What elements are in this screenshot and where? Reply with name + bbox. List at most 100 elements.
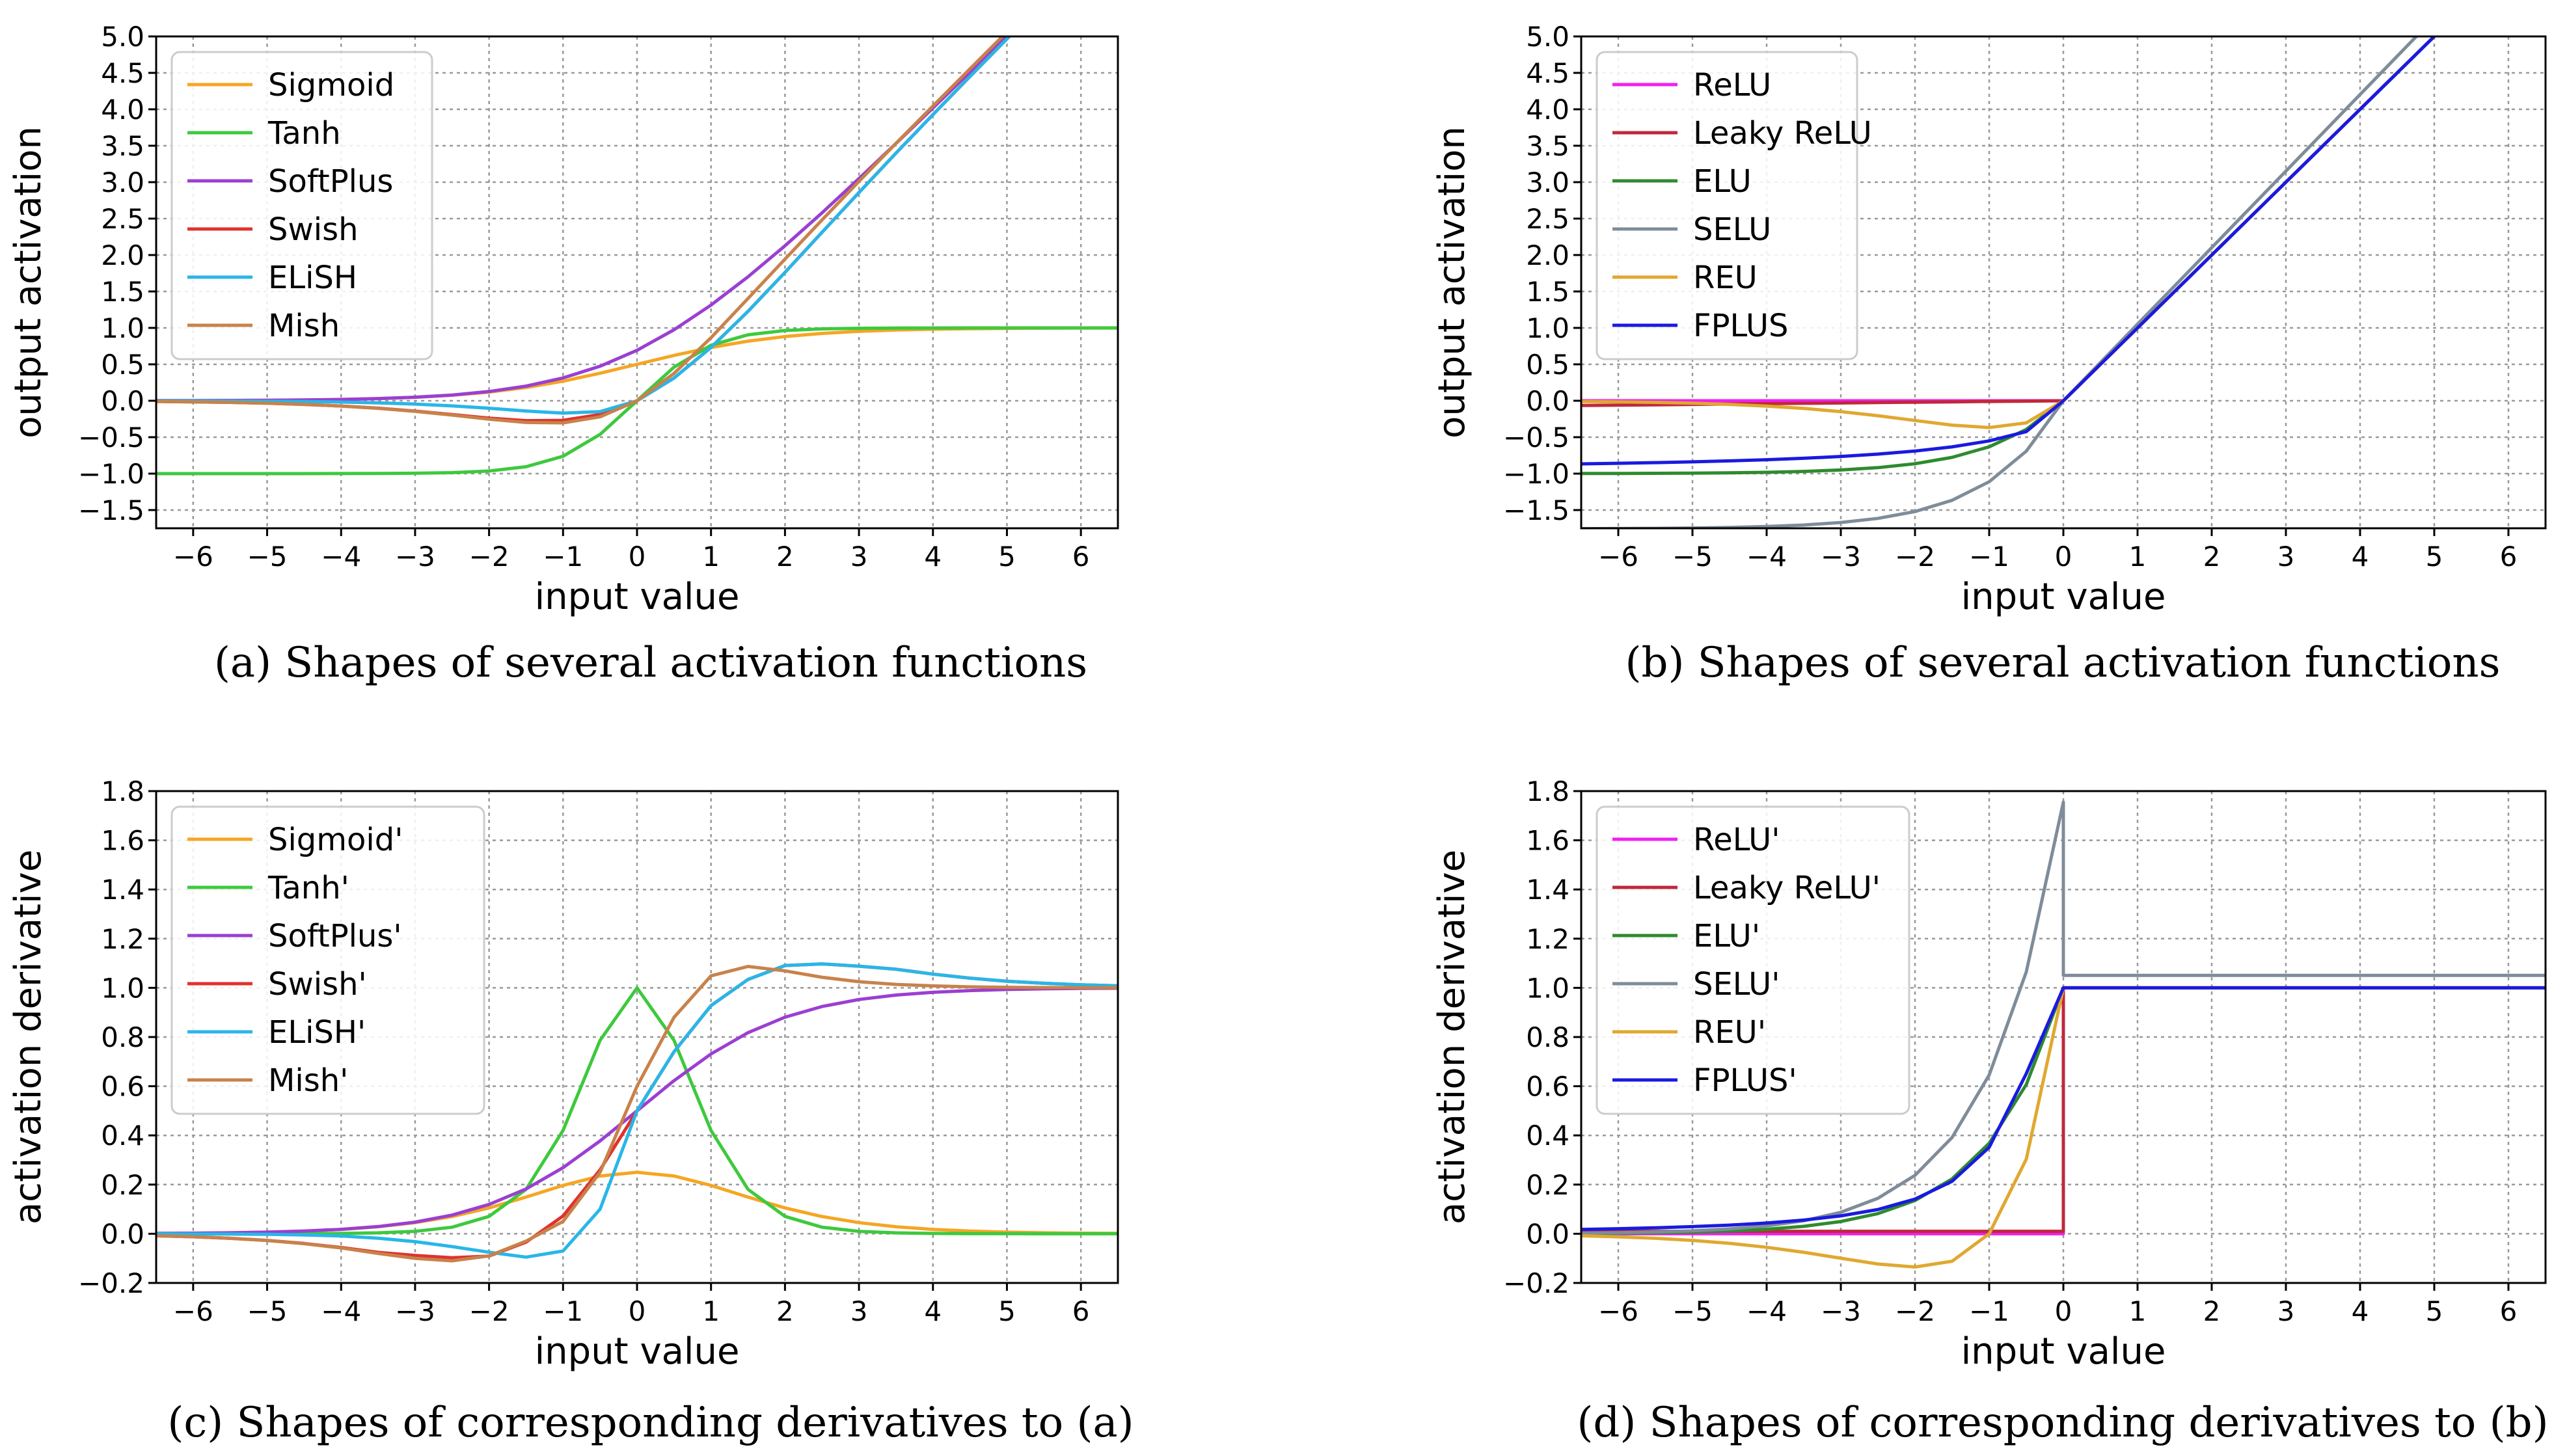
chart-b-xtick-label: 3 [2277, 541, 2295, 573]
chart-b-legend-box [1596, 51, 1858, 360]
chart-d-ytick-label: 0.2 [1526, 1169, 1569, 1201]
chart-d-xtick-label: 5 [2426, 1295, 2443, 1327]
chart-c-xtick-label: −3 [395, 1295, 435, 1327]
chart-a-series-line-5 [156, 36, 1005, 425]
chart-c-legend-label: Tanh' [267, 870, 349, 906]
chart-d-xtick-label: −3 [1821, 1295, 1861, 1327]
chart-b-ytick-label: 3.5 [1526, 130, 1569, 162]
chart-d-ytick-label: 1.4 [1526, 874, 1569, 906]
chart-d-ytick-label: 1.6 [1526, 825, 1569, 857]
chart-a-legend-box [170, 51, 433, 360]
chart-b-ytick-label: 1.5 [1526, 276, 1569, 308]
chart-b-x-axis-label: input value [1961, 576, 2166, 618]
chart-c-xtick-label: −5 [247, 1295, 288, 1327]
chart-d-caption: (d) Shapes of corresponding derivatives … [1577, 1399, 2548, 1447]
chart-c-legend-label: ELiSH' [268, 1014, 366, 1051]
chart-d-xtick-label: −2 [1895, 1295, 1935, 1327]
chart-c-caption: (c) Shapes of corresponding derivatives … [167, 1399, 1134, 1447]
chart-a-series-line-2 [156, 36, 1009, 403]
chart-b-legend-label: ELU [1693, 163, 1752, 200]
chart-a-xtick-label: 5 [998, 541, 1016, 573]
chart-c-series-lines [156, 962, 1118, 1263]
chart-c-legend-label: Mish' [268, 1062, 348, 1099]
chart-c-xtick-label: 0 [629, 1295, 646, 1327]
chart-b-xtick-label: −3 [1821, 541, 1861, 573]
chart-a-legend: Sigmoid Tanh SoftPlus Swish ELiSH Mish [170, 51, 433, 360]
chart-a-xtick-label: 1 [702, 541, 720, 573]
chart-d-xtick-label: −6 [1598, 1295, 1638, 1327]
chart-c-ytick-label: −0.2 [78, 1267, 144, 1299]
chart-c-ytick-label: 0.0 [101, 1218, 144, 1250]
chart-c-y-axis-label: activation derivative [7, 850, 49, 1224]
chart-b-legend-label: ReLU [1693, 67, 1771, 103]
chart-a-ytick-label: 1.5 [101, 276, 144, 308]
chart-b-ytick-label: 3.0 [1526, 167, 1569, 198]
chart-d-xtick-label: 4 [2352, 1295, 2369, 1327]
chart-a-xtick-label: 4 [924, 541, 942, 573]
chart-b-xtick-label: 1 [2129, 541, 2147, 573]
chart-a-xtick-label: −1 [543, 541, 583, 573]
chart-b-legend-label: REU [1693, 260, 1758, 296]
chart-d-legend-label: Leaky ReLU' [1693, 870, 1881, 906]
chart-a-ytick-label: 2.5 [101, 203, 144, 235]
chart-d-ytick-label: 0.0 [1526, 1218, 1569, 1250]
chart-b-ytick-label: 0.5 [1526, 349, 1569, 381]
chart-a-xtick-label: −6 [173, 541, 213, 573]
chart-a-legend-label: Sigmoid [268, 67, 394, 103]
chart-c-ytick-label: 0.4 [101, 1120, 144, 1152]
chart-c-ytick-label: 0.8 [101, 1021, 144, 1053]
chart-c-xtick-label: −6 [173, 1295, 213, 1327]
chart-a-xtick-label: −5 [247, 541, 288, 573]
chart-d-legend-box [1596, 805, 1910, 1115]
chart-d-xtick-label: 3 [2277, 1295, 2295, 1327]
chart-a-series-lines [156, 36, 1118, 476]
chart-b-series-line-5 [1581, 36, 2437, 466]
chart-a-ytick-label: 4.0 [101, 94, 144, 126]
chart-c-legend-box [170, 805, 485, 1115]
chart-c-legend-label: Swish' [268, 966, 367, 1003]
chart-c-xtick-label: 3 [850, 1295, 868, 1327]
chart-a-ytick-label: 3.5 [101, 130, 144, 162]
chart-b-legend: ReLU Leaky ReLU ELU SELU REU FPLUS [1596, 51, 1872, 360]
chart-a-ytick-label: 5.0 [101, 21, 144, 53]
chart-b-xtick-label: −2 [1895, 541, 1935, 573]
chart-c-xtick-label: −4 [321, 1295, 361, 1327]
chart-b-xtick-label: −1 [1969, 541, 2009, 573]
chart-d-xtick-label: 6 [2500, 1295, 2518, 1327]
chart-c-legend-label: SoftPlus' [268, 918, 402, 954]
chart-d-y-axis-label: activation derivative [1431, 850, 1473, 1224]
chart-c-legend-label: Sigmoid' [268, 822, 403, 858]
chart-d-legend-label: FPLUS' [1693, 1062, 1797, 1099]
chart-d-xtick-label: −1 [1969, 1295, 2009, 1327]
chart-c-xtick-label: 6 [1072, 1295, 1090, 1327]
chart-b-xtick-label: −5 [1672, 541, 1713, 573]
chart-c-ytick-label: 0.2 [101, 1169, 144, 1201]
chart-c: −6 −5 −4 −3 −2 −1 0 1 2 3 4 5 6 −0.2 0.0 0.2 0.4 0.6 0.8 1.… [7, 775, 1134, 1447]
chart-a-ytick-label: −0.5 [78, 422, 144, 453]
chart-b-xtick-label: 6 [2500, 541, 2518, 573]
chart-b-legend-label: Leaky ReLU [1693, 115, 1872, 152]
chart-d-ytick-label: 0.4 [1526, 1120, 1569, 1152]
chart-d-ytick-label: 1.2 [1526, 923, 1569, 955]
chart-d-series-lines [1581, 800, 2546, 1269]
chart-a-xtick-label: 3 [850, 541, 868, 573]
chart-c-xtick-label: 4 [924, 1295, 942, 1327]
chart-c-ytick-label: 1.2 [101, 923, 144, 955]
chart-d-x-axis-label: input value [1961, 1330, 2166, 1373]
chart-a-ytick-label: 2.0 [101, 239, 144, 271]
chart-b-y-axis-label: output activation [1431, 126, 1473, 438]
chart-c-xtick-label: 1 [702, 1295, 720, 1327]
chart-b-ytick-label: −1.5 [1503, 494, 1569, 526]
chart-d-xtick-label: 2 [2203, 1295, 2221, 1327]
chart-c-series-line-4 [156, 962, 1118, 1259]
chart-c-ytick-label: 1.4 [101, 874, 144, 906]
chart-d-legend-label: ELU' [1693, 918, 1760, 954]
chart-b-ytick-label: −1.0 [1503, 458, 1569, 490]
chart-b-ytick-label: 5.0 [1526, 21, 1569, 53]
chart-a-ytick-label: 1.0 [101, 312, 144, 344]
chart-a-xtick-label: 0 [629, 541, 646, 573]
chart-a-y-axis-label: output activation [7, 126, 49, 438]
chart-b-ytick-label: 4.0 [1526, 94, 1569, 126]
chart-a: −6 −5 −4 −3 −2 −1 0 1 2 3 4 5 6 −1.5 −1.0 −0.5 0.0 0.5 1.0… [7, 21, 1119, 687]
